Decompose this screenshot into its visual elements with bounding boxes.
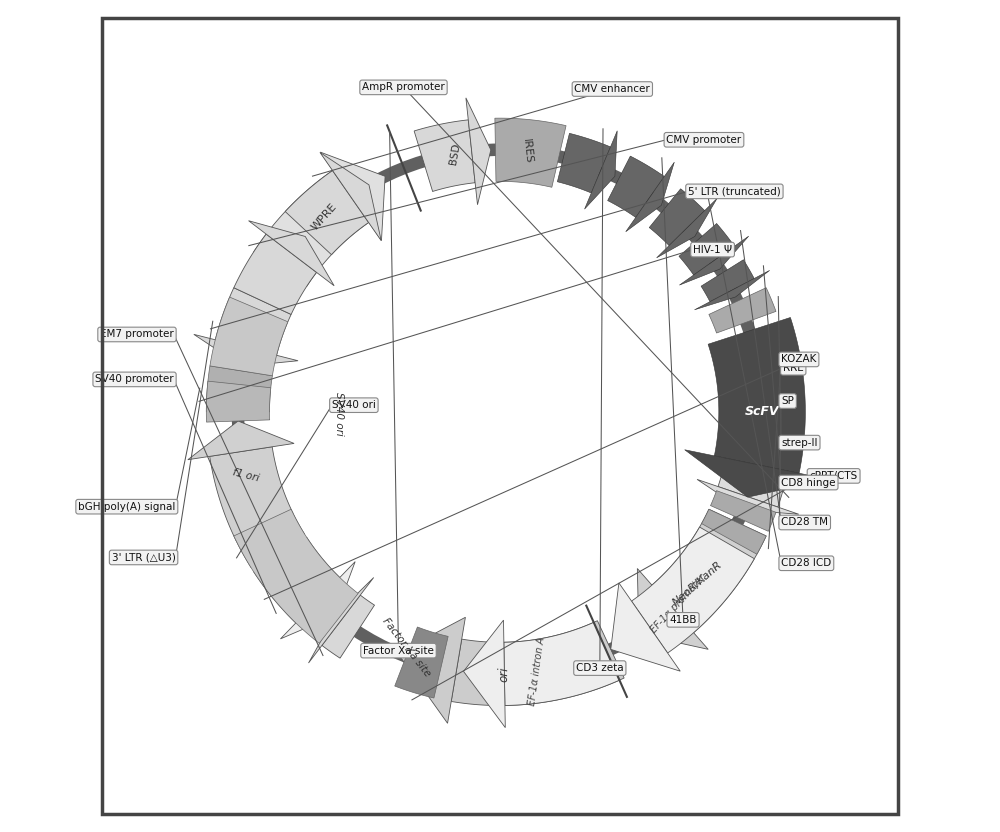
- Text: SP: SP: [781, 396, 794, 406]
- Polygon shape: [322, 595, 374, 658]
- Polygon shape: [701, 260, 754, 302]
- Polygon shape: [585, 131, 617, 209]
- Text: 5' LTR (truncated): 5' LTR (truncated): [688, 186, 781, 196]
- Polygon shape: [280, 562, 355, 639]
- Text: f1 ori: f1 ori: [231, 467, 260, 483]
- Polygon shape: [320, 152, 385, 240]
- Text: RRE: RRE: [783, 363, 804, 373]
- Text: ScFV: ScFV: [745, 405, 779, 418]
- Polygon shape: [206, 381, 271, 422]
- Polygon shape: [626, 162, 674, 232]
- Polygon shape: [309, 577, 374, 663]
- Polygon shape: [451, 621, 624, 706]
- Polygon shape: [632, 527, 754, 653]
- Polygon shape: [464, 620, 505, 728]
- Polygon shape: [320, 152, 381, 240]
- Text: EF-1α intron A: EF-1α intron A: [527, 636, 546, 706]
- Text: BSD: BSD: [448, 142, 461, 166]
- Text: Factor Xa site: Factor Xa site: [380, 616, 432, 679]
- Text: IRES: IRES: [521, 138, 534, 164]
- Text: SV40 promoter: SV40 promoter: [95, 374, 174, 384]
- Text: CD28 TM: CD28 TM: [781, 518, 828, 527]
- Text: 41BB: 41BB: [669, 615, 697, 625]
- Polygon shape: [466, 98, 491, 205]
- Polygon shape: [679, 236, 749, 285]
- Polygon shape: [188, 421, 294, 460]
- Polygon shape: [194, 334, 298, 366]
- Polygon shape: [718, 456, 788, 507]
- Text: strep-II: strep-II: [781, 438, 818, 448]
- Text: 3' LTR (△U3): 3' LTR (△U3): [112, 552, 176, 562]
- Polygon shape: [649, 189, 705, 245]
- Text: SV40 ori: SV40 ori: [334, 392, 344, 435]
- Polygon shape: [236, 513, 305, 567]
- Text: CMV promoter: CMV promoter: [666, 135, 742, 145]
- Polygon shape: [557, 133, 610, 193]
- Polygon shape: [249, 220, 334, 285]
- Text: EM7 promoter: EM7 promoter: [100, 329, 174, 339]
- Polygon shape: [709, 288, 776, 333]
- Polygon shape: [652, 509, 766, 632]
- Polygon shape: [395, 627, 448, 698]
- Text: KOZAK: KOZAK: [781, 354, 817, 364]
- Polygon shape: [210, 297, 288, 376]
- Polygon shape: [702, 509, 766, 554]
- Polygon shape: [234, 234, 317, 314]
- Text: CD28 ICD: CD28 ICD: [781, 558, 831, 568]
- Polygon shape: [414, 120, 475, 191]
- Text: ori: ori: [498, 666, 511, 681]
- Text: CMV enhancer: CMV enhancer: [574, 84, 650, 94]
- Polygon shape: [679, 224, 734, 275]
- Polygon shape: [695, 270, 770, 310]
- Text: EF-1α promoter: EF-1α promoter: [649, 572, 708, 635]
- Text: CD8 hinge: CD8 hinge: [781, 478, 836, 488]
- Polygon shape: [708, 318, 805, 473]
- Text: bGH poly(A) signal: bGH poly(A) signal: [78, 502, 176, 512]
- Polygon shape: [285, 171, 369, 255]
- Polygon shape: [254, 537, 340, 623]
- Text: Factor Xa site: Factor Xa site: [363, 646, 434, 656]
- Polygon shape: [210, 447, 293, 541]
- Polygon shape: [608, 156, 664, 217]
- Text: AmpR promoter: AmpR promoter: [362, 82, 445, 92]
- Polygon shape: [398, 617, 465, 723]
- Polygon shape: [495, 118, 566, 187]
- Text: CD3 zeta: CD3 zeta: [576, 663, 624, 673]
- Polygon shape: [504, 622, 619, 706]
- Polygon shape: [685, 450, 829, 498]
- Text: cPPT/CTS: cPPT/CTS: [810, 471, 858, 481]
- Polygon shape: [234, 509, 358, 643]
- Text: HIV-1 Ψ: HIV-1 Ψ: [693, 245, 732, 255]
- Polygon shape: [611, 583, 680, 671]
- Polygon shape: [254, 171, 369, 286]
- Polygon shape: [637, 568, 708, 649]
- Polygon shape: [697, 479, 799, 514]
- Polygon shape: [215, 288, 291, 355]
- Text: WPRE: WPRE: [310, 201, 339, 232]
- Text: SV40 ori: SV40 ori: [332, 400, 376, 410]
- Polygon shape: [206, 366, 272, 412]
- Text: NeoR/KanR: NeoR/KanR: [671, 560, 724, 608]
- Polygon shape: [657, 198, 717, 258]
- Polygon shape: [711, 491, 776, 532]
